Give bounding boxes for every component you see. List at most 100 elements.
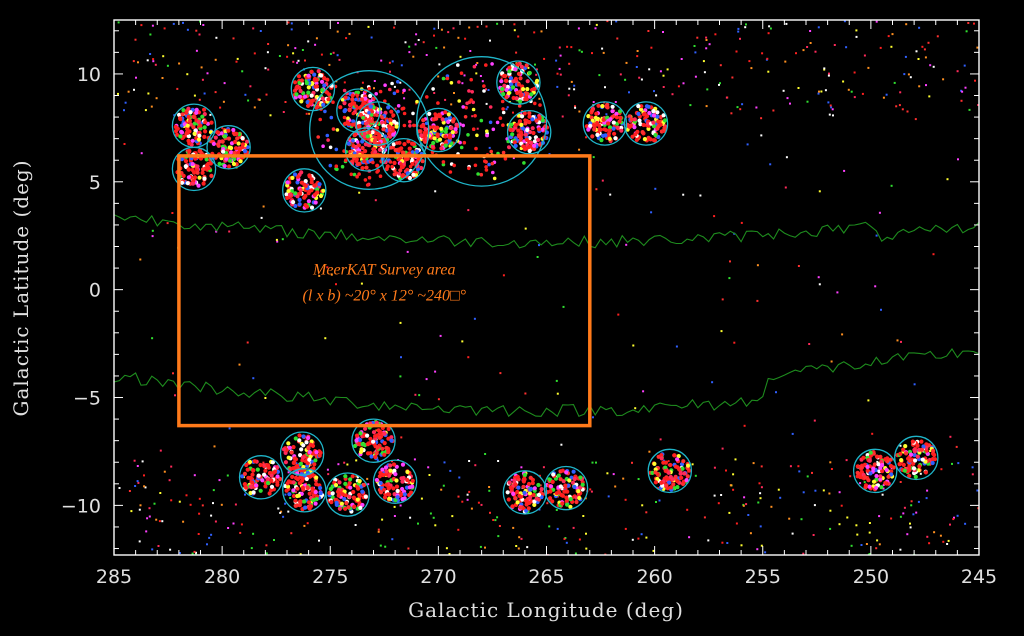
field-point — [563, 537, 566, 540]
cluster-point — [686, 463, 691, 468]
cluster-point — [469, 98, 474, 102]
cluster-point — [627, 114, 632, 119]
cluster-point — [299, 447, 304, 452]
cluster-point — [383, 465, 389, 470]
cluster-point — [462, 140, 467, 145]
cluster-point — [507, 145, 511, 149]
cluster-point — [561, 479, 566, 484]
field-point — [875, 547, 878, 550]
field-point — [915, 50, 918, 53]
field-point — [227, 527, 230, 529]
cluster-point — [285, 484, 291, 489]
field-point — [512, 111, 514, 114]
cluster-point — [251, 468, 256, 473]
cluster-point — [285, 180, 290, 185]
cluster-point — [322, 83, 327, 88]
cluster-point — [190, 138, 195, 143]
cluster-point — [335, 128, 340, 132]
field-point — [573, 84, 576, 87]
field-point — [287, 510, 290, 513]
field-point — [880, 308, 882, 311]
field-point — [942, 540, 945, 543]
cluster-point — [245, 139, 250, 144]
field-point — [907, 73, 910, 76]
cluster-point — [515, 62, 520, 67]
field-point — [388, 61, 391, 64]
field-point — [450, 103, 453, 106]
cluster-point — [297, 433, 302, 438]
cluster-point — [196, 183, 201, 188]
field-point — [833, 44, 836, 46]
field-point — [174, 394, 176, 397]
field-point — [885, 93, 888, 96]
field-point — [330, 273, 333, 276]
cluster-point — [516, 485, 521, 490]
cluster-point — [293, 436, 298, 441]
field-point — [117, 92, 119, 95]
x-tick-label: 275 — [312, 566, 348, 588]
cluster-point — [475, 133, 479, 138]
cluster-point — [306, 500, 312, 505]
cluster-point — [443, 134, 448, 139]
cluster-point — [508, 76, 514, 81]
cluster-point — [201, 181, 206, 186]
cluster-point — [524, 63, 529, 68]
cluster-point — [298, 88, 303, 94]
field-point — [921, 45, 924, 48]
field-point — [228, 230, 231, 233]
field-point — [635, 66, 638, 68]
field-point — [480, 503, 483, 506]
cluster-point — [874, 473, 879, 479]
cluster-point — [501, 107, 505, 111]
field-point — [956, 514, 959, 517]
cluster-point — [307, 457, 312, 462]
cluster-point — [488, 105, 493, 109]
field-point — [580, 50, 583, 53]
cluster-point — [459, 71, 464, 75]
cluster-point — [532, 486, 537, 491]
cluster-point — [305, 485, 310, 490]
cluster-point — [181, 134, 186, 139]
field-point — [209, 113, 212, 116]
cluster-point — [878, 454, 883, 459]
cluster-point — [192, 131, 197, 136]
field-point — [865, 543, 868, 545]
cluster-point — [408, 120, 412, 124]
cluster-point — [393, 148, 398, 153]
cluster-point — [370, 130, 375, 135]
field-point — [168, 479, 171, 482]
cluster-point — [919, 447, 925, 452]
field-point — [246, 341, 249, 344]
cluster-point — [202, 112, 207, 117]
cluster-point — [855, 470, 860, 475]
cluster-point — [415, 149, 420, 154]
cluster-point — [251, 490, 256, 495]
cluster-point — [226, 136, 232, 141]
cluster-point — [384, 469, 389, 474]
cluster-point — [235, 136, 240, 141]
field-point — [134, 38, 137, 41]
galactic-plane-contours — [114, 214, 979, 418]
field-point — [534, 63, 536, 66]
field-point — [358, 191, 361, 194]
field-point — [761, 52, 764, 55]
cluster-point — [419, 133, 424, 138]
field-point — [831, 108, 834, 111]
cluster-point — [316, 69, 321, 74]
cluster-point — [396, 109, 400, 114]
field-point — [318, 539, 320, 542]
field-point — [496, 22, 499, 25]
field-point — [846, 516, 849, 519]
field-point — [538, 474, 541, 477]
field-point — [232, 522, 235, 525]
field-point — [798, 470, 801, 473]
cluster-point — [532, 139, 538, 144]
field-point — [215, 230, 218, 233]
cluster-point — [405, 477, 410, 483]
cluster-circle — [309, 70, 430, 190]
field-point — [284, 101, 287, 103]
field-point — [677, 85, 680, 88]
cluster-point — [202, 134, 207, 139]
cluster-point — [307, 173, 312, 178]
cluster-point — [611, 126, 616, 131]
